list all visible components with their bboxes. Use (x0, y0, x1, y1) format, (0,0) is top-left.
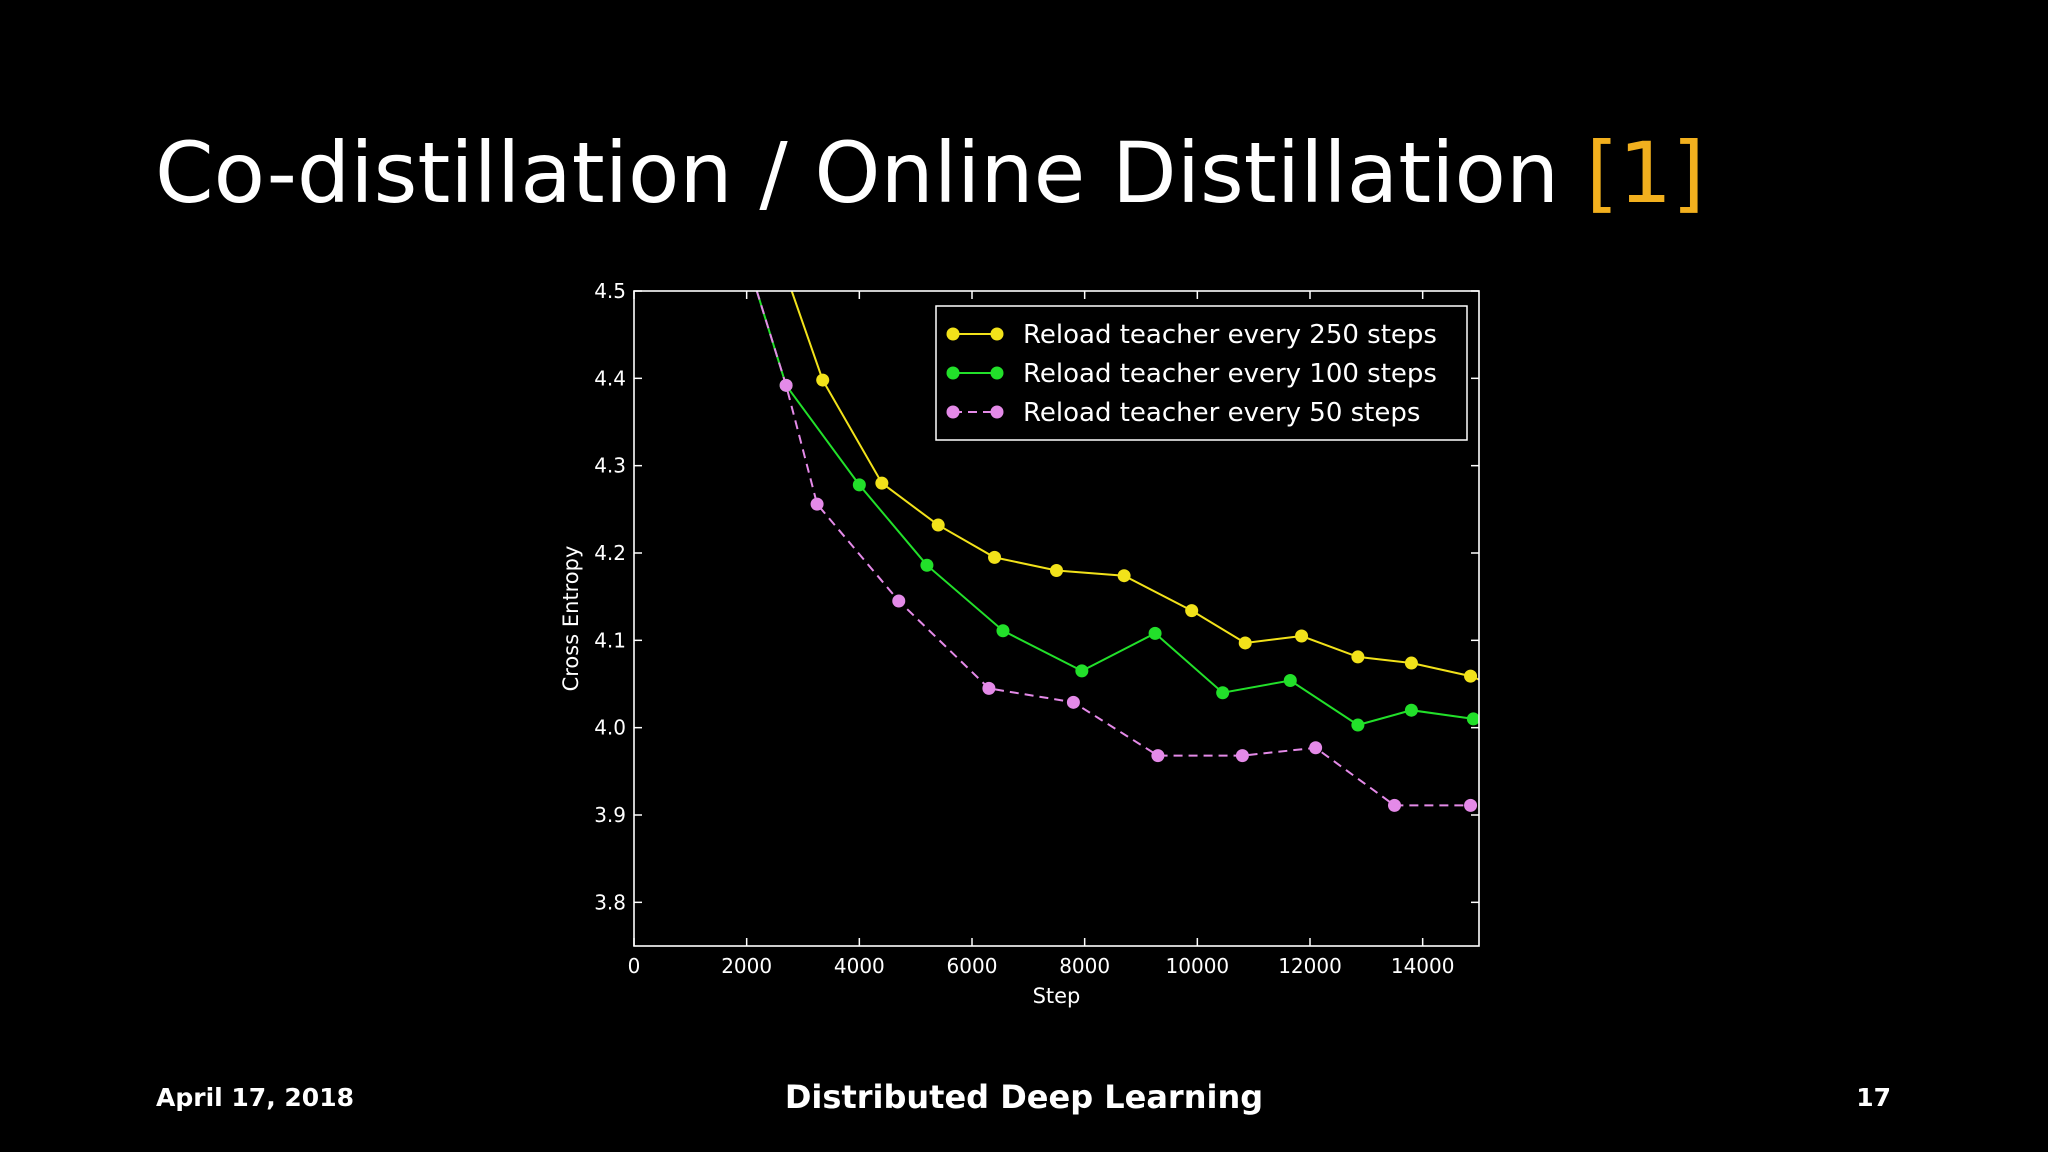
series-1-point (1050, 563, 1063, 577)
series-3 (755, 291, 1478, 812)
y-tick-label: 4.4 (594, 366, 626, 390)
series-1-point (1295, 629, 1309, 643)
slide-title-text: Co-distillation / Online Distillation (155, 124, 1586, 222)
series-2-point (1148, 626, 1162, 640)
series-3-point (1309, 741, 1323, 755)
series-2-point (1216, 686, 1230, 700)
legend-entry-label: Reload teacher every 100 steps (1023, 359, 1437, 389)
series-3-point (1151, 749, 1165, 763)
series-2-point (1075, 664, 1089, 678)
footer-title: Distributed Deep Learning (784, 1078, 1264, 1116)
series-3-point (1388, 798, 1401, 812)
legend-swatch-point (946, 405, 960, 419)
series-2-point (1283, 674, 1297, 688)
series-1-point (1464, 669, 1478, 683)
series-1-point (1351, 650, 1365, 664)
line-chart: 0 2000 4000 6000 8000 10000 12000 14000 3.8 3.9 4.… (559, 279, 1480, 1008)
series-1-point (1185, 604, 1199, 618)
series-3-point (1235, 749, 1249, 763)
page-number: 17 (1856, 1083, 1891, 1112)
legend: Reload teacher every 250 steps Reload tea… (935, 305, 1468, 441)
legend-swatch-point (990, 366, 1004, 380)
legend-swatch-point (946, 327, 960, 341)
series-3-point (810, 497, 824, 511)
series-3-point (1066, 695, 1080, 709)
legend-entry-label: Reload teacher every 50 steps (1023, 398, 1420, 428)
y-tick-label: 4.3 (594, 454, 626, 478)
series-1-point (931, 518, 945, 532)
series-1-point (988, 550, 1002, 564)
x-axis-label: Step (1033, 984, 1081, 1008)
series-1-point (816, 373, 830, 387)
series-1-point (1404, 656, 1418, 670)
x-tick-label: 8000 (1059, 954, 1110, 978)
x-tick-label: 4000 (834, 954, 885, 978)
x-tick-label: 14000 (1391, 954, 1455, 978)
series-3-point (779, 378, 793, 392)
chart-container: 0 2000 4000 6000 8000 10000 12000 14000 3.8 3.9 4.… (540, 270, 1500, 1020)
y-tick-label: 4.2 (594, 541, 626, 565)
footer-date: April 17, 2018 (156, 1083, 354, 1112)
series-1-point (1238, 636, 1252, 650)
legend-box (935, 305, 1468, 441)
y-tick-label: 4.5 (594, 279, 626, 303)
y-tick-label: 4.0 (594, 716, 626, 740)
legend-swatch-point (946, 366, 960, 380)
series-2-point (1466, 712, 1479, 726)
series-1-point (875, 476, 889, 490)
citation-reference[interactable]: [1] (1585, 124, 1705, 222)
x-tick-label: 10000 (1166, 954, 1230, 978)
series-2-point (1351, 718, 1365, 732)
y-tick-label: 3.8 (594, 890, 626, 914)
series-2-point (996, 624, 1010, 638)
series-2-line (755, 291, 1474, 727)
legend-swatch-point (990, 327, 1004, 341)
x-tick-label: 0 (628, 954, 641, 978)
x-tick-label: 12000 (1278, 954, 1342, 978)
series-3-point (892, 594, 906, 608)
series-3-point (1464, 798, 1478, 812)
plot-frame (633, 290, 1480, 947)
legend-swatch-point (990, 405, 1004, 419)
legend-entry-label: Reload teacher every 250 steps (1023, 320, 1437, 350)
series-1 (790, 291, 1479, 683)
x-tick-label: 2000 (721, 954, 772, 978)
x-tick-label: 6000 (947, 954, 998, 978)
series-3-point (982, 681, 996, 695)
y-tick-label: 3.9 (594, 803, 626, 827)
series-2-point (920, 558, 934, 572)
series-2-point (1404, 703, 1418, 717)
series-2-point (852, 478, 866, 492)
y-axis-label: Cross Entropy (559, 546, 583, 692)
slide-title: Co-distillation / Online Distillation [1… (155, 118, 1705, 228)
y-tick-label: 4.1 (594, 628, 626, 652)
series-1-point (1117, 569, 1131, 583)
series-1-line (790, 291, 1479, 681)
